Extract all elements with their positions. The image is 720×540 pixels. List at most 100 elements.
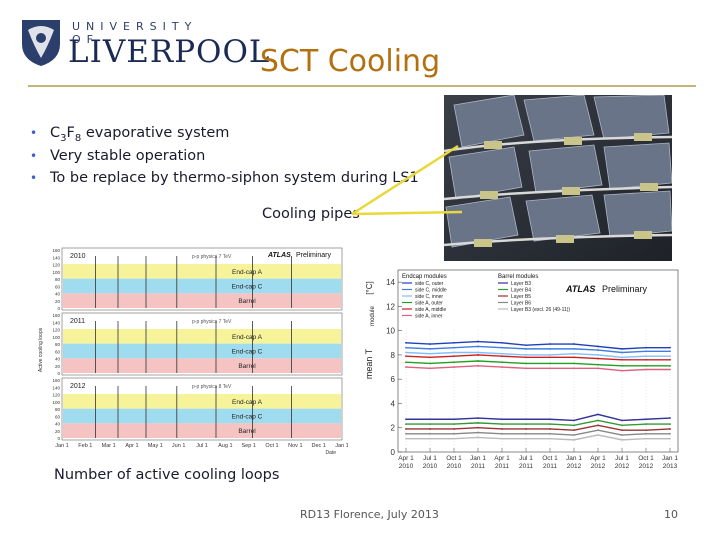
band-0 — [63, 264, 341, 279]
y-axis-unit: [°C] — [365, 281, 374, 294]
y-tick-label: 0 — [57, 436, 60, 441]
series-point — [405, 418, 407, 421]
series-point — [477, 360, 479, 362]
atlas-sublabel: Preliminary — [602, 284, 648, 294]
y-tick-label: 140 — [52, 320, 60, 325]
panel-year: 2012 — [70, 383, 86, 390]
x-tick-label: Jan 1 — [335, 443, 348, 449]
title-rule — [28, 85, 696, 87]
series-point — [429, 352, 431, 355]
band-label: End-cap C — [232, 414, 263, 421]
x-tick-label: Feb 1 — [78, 443, 92, 449]
band-label: End-cap A — [232, 399, 263, 406]
y-axis-label: mean T — [364, 348, 374, 379]
series-point — [597, 363, 599, 366]
series-point — [429, 347, 431, 350]
series-point — [549, 418, 551, 421]
series-point — [405, 351, 407, 354]
series-point — [405, 423, 407, 425]
series-point — [669, 355, 671, 358]
series-point — [573, 424, 575, 427]
y-tick-label: 10 — [386, 327, 395, 336]
series-point — [453, 355, 455, 358]
series-point — [501, 418, 503, 421]
x-tick-year: 2010 — [423, 463, 438, 470]
y-tick-label: 60 — [55, 414, 61, 419]
y-tick-label: 0 — [57, 306, 60, 311]
x-tick-label: Jul 1 — [519, 455, 533, 462]
series-point — [525, 347, 527, 350]
series-point — [405, 355, 407, 358]
y-tick-label: 8 — [391, 351, 396, 360]
cooling-pipes-label: Cooling pipes — [262, 206, 360, 222]
y-tick-label: 160 — [52, 248, 60, 253]
band-label: Barrel — [238, 428, 256, 435]
series-point — [597, 349, 599, 351]
x-tick-label: Jan 1 — [662, 455, 678, 462]
series-point — [477, 426, 479, 429]
series-point — [477, 436, 479, 439]
pointer-arrows — [351, 144, 463, 216]
series-line — [405, 354, 670, 361]
series-point — [501, 428, 503, 430]
series-point — [477, 364, 479, 367]
series-point — [477, 421, 479, 424]
y-tick-label: 100 — [52, 335, 60, 340]
series-point — [645, 346, 647, 349]
series-point — [645, 355, 647, 358]
y-tick-label: 100 — [52, 400, 60, 405]
plot-frame — [397, 269, 679, 453]
series-point — [477, 431, 479, 434]
x-tick-year: 2011 — [495, 463, 509, 470]
legend-title-barrel: Barrel modules — [498, 274, 538, 280]
series-point — [405, 361, 407, 364]
series-point — [453, 346, 455, 349]
y-tick-label: 6 — [391, 375, 396, 384]
series-point — [669, 364, 671, 367]
series-point — [573, 438, 575, 441]
band-2 — [63, 293, 341, 308]
series-point — [645, 364, 647, 367]
series-point — [429, 437, 431, 440]
series-point — [597, 429, 599, 432]
bullet-dot-icon: • — [30, 126, 38, 140]
x-tick-label: Oct 1 — [446, 455, 462, 462]
series-point — [525, 437, 527, 440]
y-tick-label: 20 — [55, 429, 61, 434]
x-tick-year: 2012 — [591, 463, 606, 470]
legend-entry: Layer B3 — [511, 281, 531, 287]
x-tick-label: Jun 1 — [172, 443, 185, 449]
series-point — [573, 419, 575, 422]
y-axis-sublabel: module — [370, 306, 376, 326]
series-point — [621, 424, 623, 427]
y-tick-label: 100 — [52, 270, 60, 275]
series-point — [669, 358, 671, 361]
series-point — [453, 366, 455, 368]
series-point — [573, 356, 575, 359]
series-point — [669, 428, 671, 430]
series-point — [501, 355, 503, 358]
series-line — [405, 360, 670, 367]
y-tick-label: 160 — [52, 378, 60, 383]
series-point — [525, 362, 527, 365]
x-tick-label: Jan 1 — [55, 443, 68, 449]
series-point — [501, 352, 503, 355]
x-tick-label: Nov 1 — [288, 443, 302, 449]
series-point — [453, 432, 455, 435]
x-tick-label: Apr 1 — [590, 455, 606, 462]
bullet-item: • To be replace by thermo-siphon system d… — [30, 167, 450, 190]
y-tick-label: 14 — [386, 278, 395, 287]
series-point — [573, 343, 575, 345]
legend-entry: side C, outer — [415, 281, 444, 287]
y-tick-label: 120 — [52, 328, 60, 333]
series-point — [669, 350, 671, 353]
x-tick-label: Aug 1 — [218, 443, 232, 449]
band-1 — [63, 408, 341, 424]
y-tick-label: 4 — [391, 399, 396, 408]
series-point — [477, 354, 479, 356]
x-tick-label: Oct 1 — [542, 455, 558, 462]
series-point — [645, 432, 647, 435]
series-point — [405, 346, 407, 349]
series-point — [453, 423, 455, 425]
detector-photo — [444, 95, 672, 261]
